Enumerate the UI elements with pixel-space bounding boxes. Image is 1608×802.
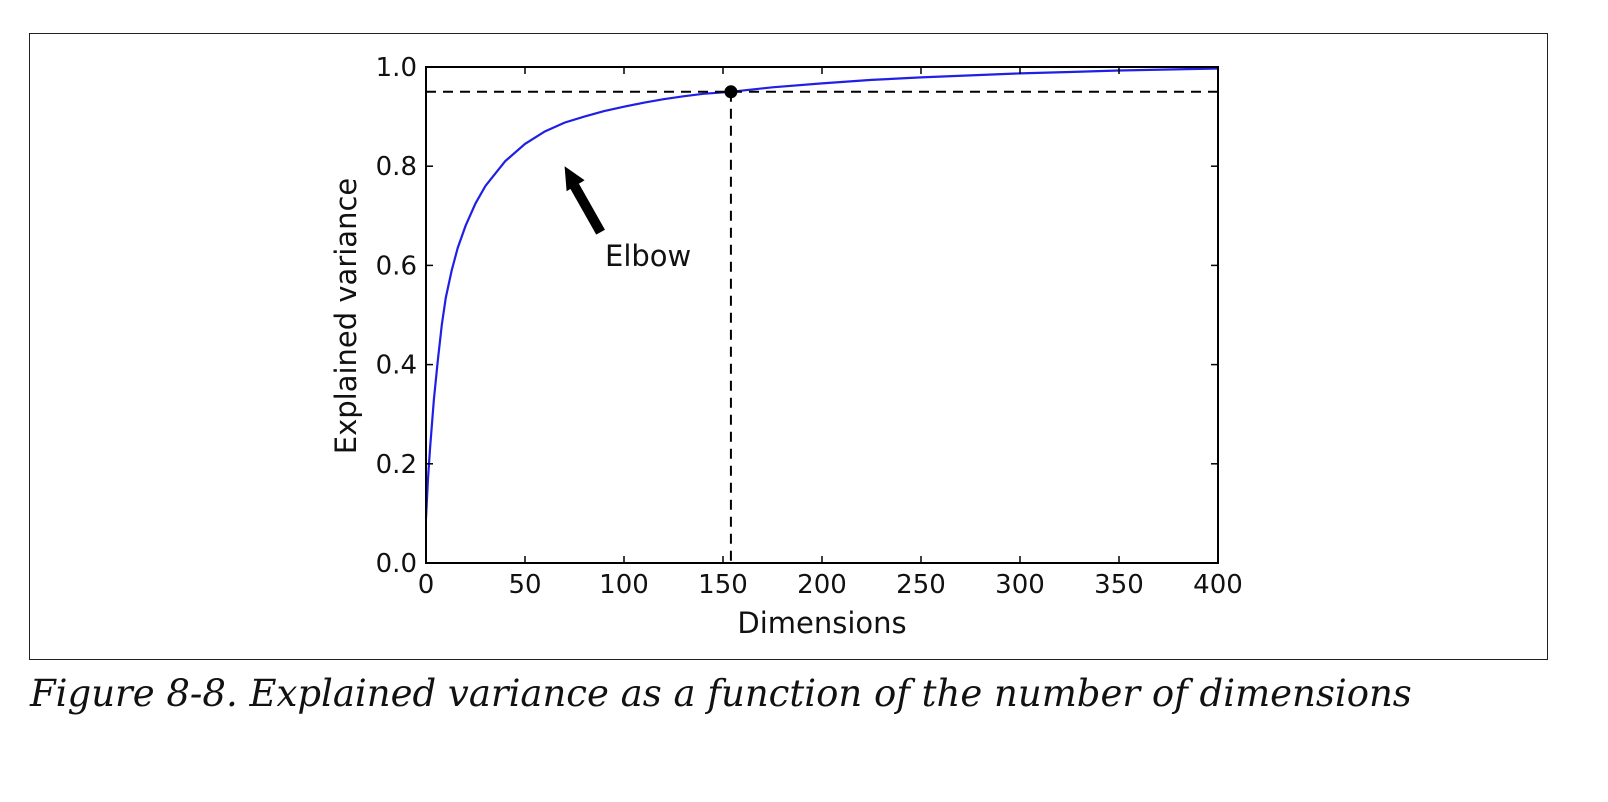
y-tick-label: 0.4 [376,351,417,381]
x-tick-label: 0 [418,570,435,600]
explained-variance-chart: 0 50 100 150 200 250 300 350 400 0.0 0.2 0.4 0.6 0.8 1… [329,53,1243,640]
x-tick-label: 300 [995,570,1045,600]
y-tick-label: 0.2 [376,450,417,480]
elbow-annotation-label: Elbow [605,239,691,273]
x-tick-label: 350 [1094,570,1144,600]
y-tick-label: 0.0 [376,549,417,579]
explained-variance-curve [424,67,1219,519]
x-tick-label: 250 [896,570,946,600]
y-tick-label: 0.8 [376,152,417,182]
elbow-arrow-head [564,166,585,192]
plot-frame [425,66,1219,564]
x-tick-label: 150 [698,570,748,600]
elbow-arrow-shaft [570,183,605,235]
x-tick-label: 50 [508,570,541,600]
x-tick-label: 400 [1193,570,1243,600]
y-tick-label: 0.6 [376,251,417,281]
y-axis-title: Explained variance [329,178,363,454]
x-tick-label: 200 [797,570,847,600]
x-tick-label: 100 [599,570,649,600]
y-tick-label: 1.0 [376,53,417,83]
threshold-point [724,85,738,99]
chart-marks: 0 50 100 150 200 250 300 350 400 0.0 0.2 0.4 0.6 0.8 1… [376,53,1243,600]
x-axis-title: Dimensions [737,606,906,640]
figure-frame [29,33,1548,660]
figure-caption: Figure 8-8. Explained variance as a func… [30,672,1412,715]
